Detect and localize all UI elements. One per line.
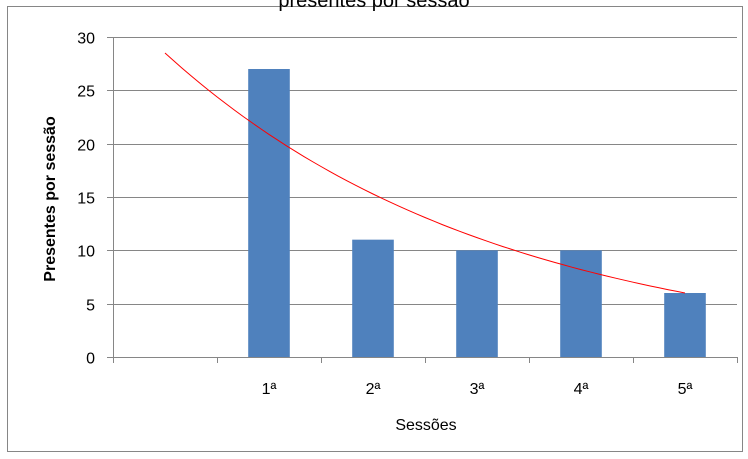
x-axis-label: Sessões: [395, 417, 456, 434]
bar: [560, 250, 602, 357]
axes: [107, 37, 738, 363]
y-tick-labels: 0 5 10 15 20 25 30: [77, 31, 95, 368]
y-tick-label: 10: [77, 244, 95, 261]
chart-border: [7, 6, 743, 452]
bar: [664, 293, 706, 357]
x-tick-label: 5ª: [678, 381, 693, 398]
y-tick-label: 20: [77, 138, 95, 155]
trendline: [164, 52, 686, 294]
bars: [248, 69, 706, 357]
bar: [248, 69, 290, 357]
y-axis-label: Presentes por sessão: [42, 116, 59, 282]
x-tick-label: 1ª: [262, 381, 277, 398]
x-tick-label: 4ª: [574, 381, 589, 398]
trendline-layer: [164, 52, 686, 294]
y-tick-label: 0: [86, 351, 95, 368]
x-tick-label: 2ª: [366, 381, 381, 398]
y-tick-label: 5: [86, 298, 95, 315]
y-tick-label: 15: [77, 191, 95, 208]
chart-title: presentes por sessão: [278, 0, 469, 12]
bar: [352, 239, 394, 357]
x-tick-labels: 1ª 2ª 3ª 4ª 5ª: [262, 381, 693, 398]
y-tick-label: 25: [77, 84, 95, 101]
y-tick-label: 30: [77, 31, 95, 48]
bar: [456, 250, 498, 357]
x-tick-label: 3ª: [470, 381, 485, 398]
gridlines: [113, 37, 737, 305]
